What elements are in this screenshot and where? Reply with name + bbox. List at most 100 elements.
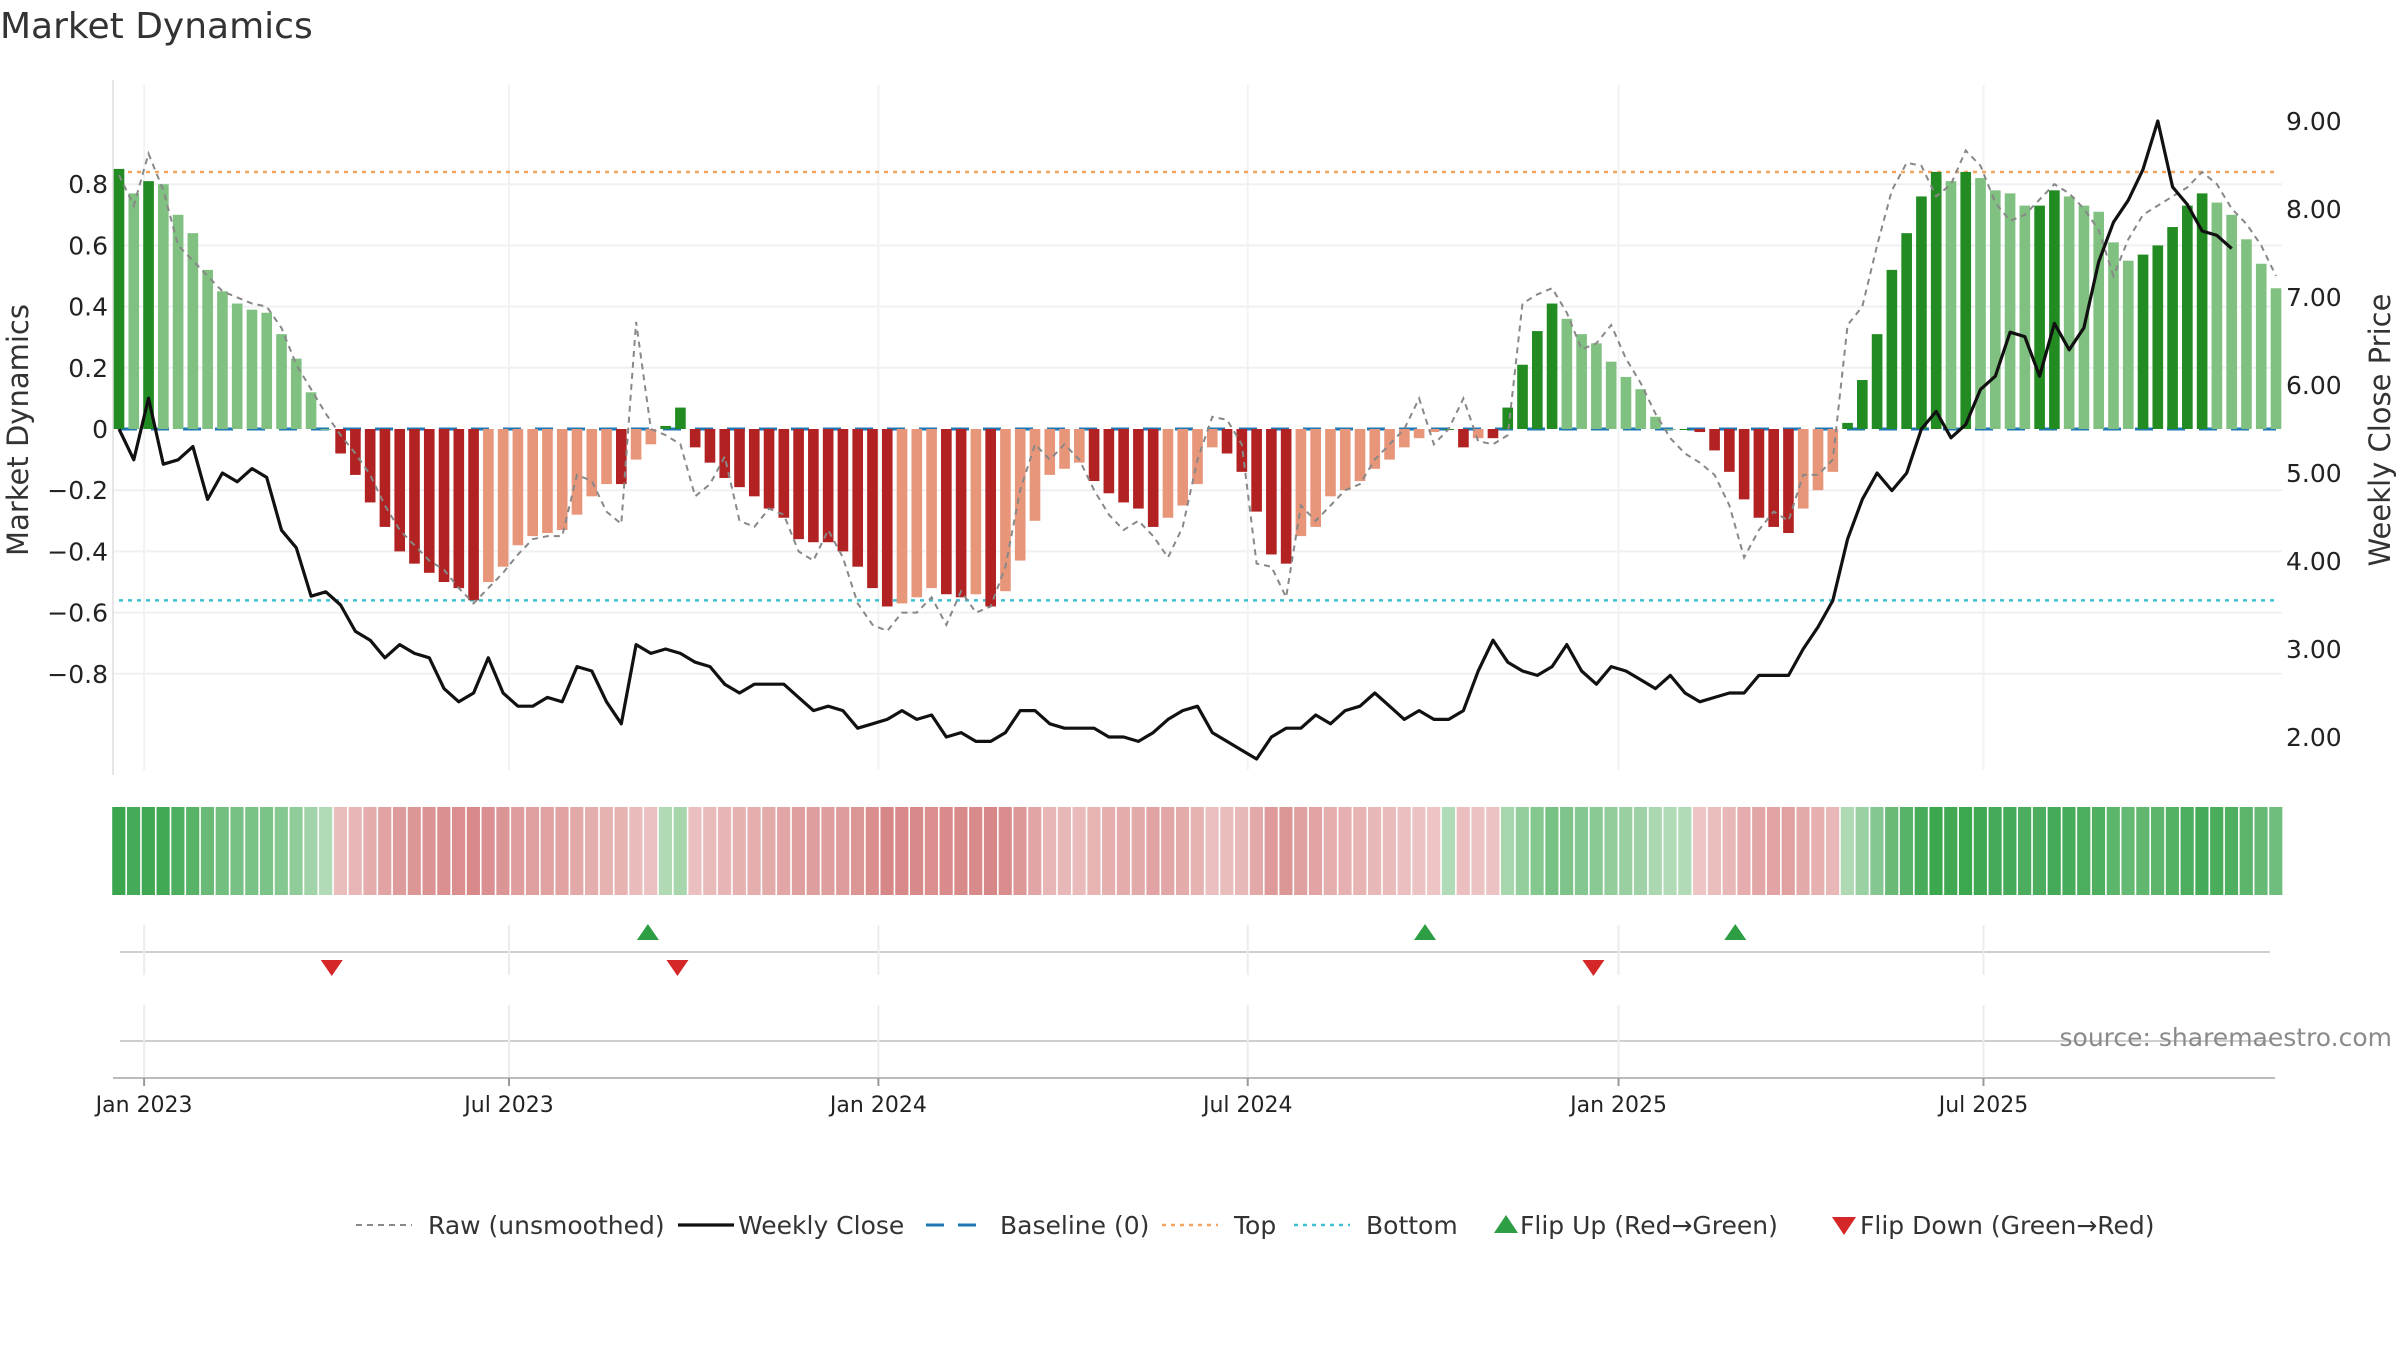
- dynamics-bar: [217, 291, 228, 429]
- strip-cell: [1235, 807, 1249, 895]
- x-tick-label: Jul 2024: [1201, 1093, 1293, 1118]
- dynamics-bar: [985, 429, 996, 607]
- dynamics-bar: [970, 429, 982, 595]
- strip-cell: [1353, 807, 1367, 895]
- dynamics-bar: [1989, 190, 2001, 429]
- page-title: Market Dynamics: [0, 6, 313, 47]
- dynamics-bar: [438, 429, 450, 582]
- left-tick-label: 0.8: [68, 170, 108, 199]
- strip-cell: [407, 807, 421, 895]
- dynamics-bar: [748, 429, 760, 497]
- strip-cell: [2077, 807, 2091, 895]
- strip-cell: [1116, 807, 1131, 895]
- x-tick-label: Jul 2025: [1937, 1093, 2029, 1118]
- dynamics-bar: [1709, 429, 1720, 451]
- strip-cell: [2018, 807, 2032, 895]
- dynamics-bar: [1797, 429, 1809, 509]
- left-tick-label: 0.2: [68, 354, 108, 383]
- dynamics-bar: [172, 214, 184, 429]
- dynamics-bar: [1192, 429, 1203, 485]
- dynamics-bar: [1059, 429, 1070, 469]
- dynamics-bar: [1133, 429, 1144, 509]
- strip-cell: [230, 807, 244, 895]
- dynamics-bar: [2034, 205, 2045, 429]
- strip-cell: [1574, 807, 1589, 895]
- legend-label: Baseline (0): [1000, 1211, 1149, 1240]
- strip-cell: [1855, 807, 1869, 895]
- strip-cell: [156, 807, 170, 895]
- dynamics-bar: [941, 429, 952, 595]
- strip-cell: [422, 807, 436, 895]
- strip-cell: [1870, 807, 1884, 895]
- strip-cell: [910, 807, 924, 895]
- dynamics-bar: [1576, 334, 1587, 429]
- legend-swatch-flip-down: [1832, 1217, 1856, 1235]
- strip-cell: [1604, 807, 1618, 895]
- dynamics-bar: [305, 392, 317, 429]
- dynamics-bar: [645, 429, 657, 445]
- strip-cell: [2003, 807, 2017, 895]
- dynamics-bar: [1517, 364, 1528, 429]
- strip-cell: [1456, 807, 1470, 895]
- dynamics-bar: [1620, 376, 1632, 429]
- right-tick-label: 5.00: [2286, 459, 2342, 488]
- left-tick-label: −0.2: [47, 476, 108, 505]
- strip-cell: [2151, 807, 2165, 895]
- strip-cell: [1752, 807, 1766, 895]
- y-axis-right-label: Weekly Close Price: [2363, 294, 2397, 567]
- strip-cell: [1589, 807, 1603, 895]
- flip-down-marker: [1582, 960, 1605, 976]
- dynamics-bar: [1724, 429, 1735, 472]
- strip-cell: [2165, 807, 2179, 895]
- legend-label: Raw (unsmoothed): [428, 1211, 665, 1240]
- weekly-close-line: [117, 119, 2233, 761]
- dynamics-bar: [837, 429, 849, 552]
- strip-cell: [2195, 807, 2209, 895]
- dynamics-bar: [483, 429, 494, 582]
- dynamics-bar: [2108, 242, 2119, 429]
- strip-cell: [1072, 807, 1086, 895]
- x-tick-label: Jan 2023: [94, 1093, 193, 1118]
- strip-cell: [112, 807, 126, 895]
- dynamics-bar: [128, 193, 140, 429]
- strip-cell: [880, 807, 894, 895]
- dynamics-bar: [231, 303, 243, 429]
- dynamics-bar: [364, 429, 376, 503]
- strip-cell: [850, 807, 865, 895]
- dynamics-bar: [675, 407, 686, 429]
- dynamics-bar: [527, 429, 538, 537]
- dynamics-bar: [704, 429, 716, 463]
- strip-cell: [1648, 807, 1662, 895]
- strip-cell: [939, 807, 953, 895]
- dynamics-bar: [2063, 196, 2075, 429]
- dynamics-bar: [601, 429, 612, 485]
- dynamics-bar: [689, 429, 701, 448]
- dynamics-bar: [615, 429, 627, 485]
- strip-cell: [1988, 807, 2002, 895]
- strip-cell: [1397, 807, 1411, 895]
- strip-cell: [1028, 807, 1042, 895]
- dynamics-bar: [2049, 190, 2060, 429]
- dynamics-bar: [763, 429, 775, 509]
- strip-cell: [1013, 807, 1027, 895]
- strip-cell: [821, 807, 835, 895]
- dynamics-bar: [1310, 429, 1322, 527]
- dynamics-bar: [113, 168, 125, 429]
- strip-cell: [1161, 807, 1175, 895]
- strip-cell: [555, 807, 569, 895]
- legend-label: Weekly Close: [738, 1211, 904, 1240]
- left-tick-label: −0.8: [47, 660, 108, 689]
- dynamics-bar: [1029, 429, 1041, 521]
- dynamics-bar: [896, 429, 908, 604]
- dynamics-bars: [113, 168, 2282, 607]
- dynamics-bar: [2255, 263, 2267, 429]
- dynamics-bar: [468, 429, 479, 601]
- dynamics-bar: [1280, 429, 1292, 564]
- strip-cell: [319, 807, 333, 895]
- dynamics-bar: [335, 429, 346, 454]
- dynamics-bar: [1546, 303, 1558, 429]
- x-tick-label: Jan 2025: [1568, 1093, 1667, 1118]
- strip-cell: [791, 807, 805, 895]
- strip-cell: [1323, 807, 1337, 895]
- dynamics-bar: [1635, 389, 1647, 429]
